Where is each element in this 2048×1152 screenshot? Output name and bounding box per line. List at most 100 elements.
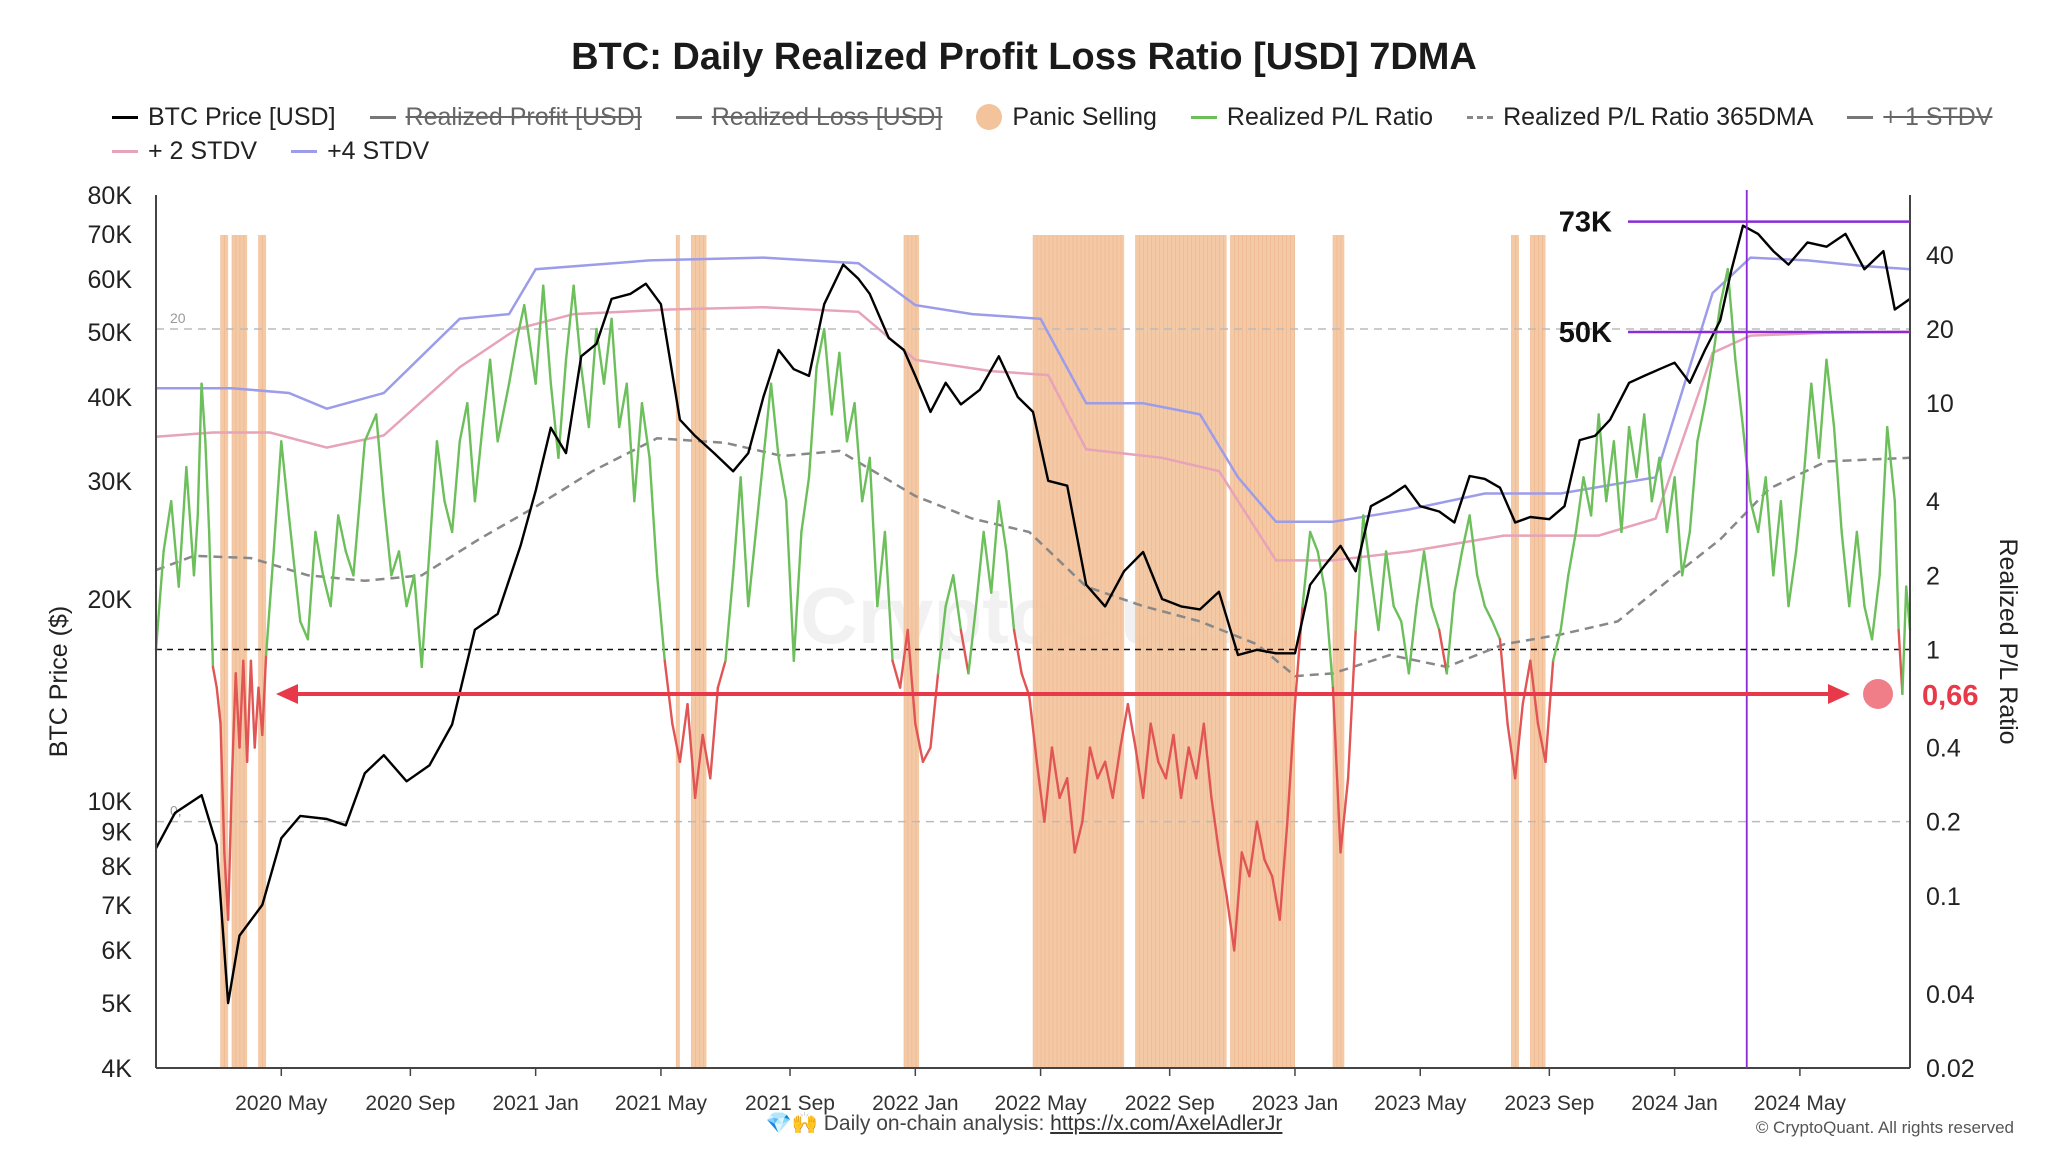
ratio-segment <box>374 413 385 503</box>
ratio-segment <box>428 440 439 553</box>
ratio-segment <box>1605 440 1616 503</box>
footer-emoji: 💎🙌 <box>765 1112 818 1135</box>
legend-swatch <box>1847 115 1874 119</box>
ratio-segment <box>1787 550 1798 608</box>
x-tick-label: 2022 Sep <box>1125 1092 1215 1115</box>
realized-pl-ratio-line <box>154 267 1912 952</box>
ratio-segment <box>906 628 917 725</box>
ratio-segment <box>299 620 310 641</box>
left-tick-label: 70K <box>88 221 133 249</box>
ratio-segment <box>1096 760 1107 780</box>
legend-item[interactable]: Realized P/L Ratio 365DMA <box>1467 103 1813 132</box>
left-tick-label: 40K <box>88 384 133 412</box>
ratio-segment <box>1574 476 1585 534</box>
legend-item[interactable]: Realized Profit [USD] <box>369 102 642 132</box>
legend-swatch <box>675 115 702 119</box>
ratio-segment <box>1445 591 1456 675</box>
ratio-segment <box>1088 746 1099 780</box>
ratio-segment <box>412 574 423 669</box>
ratio-segment <box>1794 476 1805 553</box>
ratio-segment <box>671 722 682 764</box>
ratio-segment <box>640 401 651 460</box>
ratio-segment <box>1012 628 1023 675</box>
ratio-segment <box>693 733 704 800</box>
ratio-segment <box>162 499 173 553</box>
ratio-segment <box>211 665 218 689</box>
ratio-segment <box>952 574 963 632</box>
ratio-segment <box>204 440 211 534</box>
ratio-segment <box>192 514 199 577</box>
ratio-segment <box>1149 722 1160 764</box>
ratio-segment <box>1164 733 1175 780</box>
ratio-segment <box>249 659 256 749</box>
footer-link[interactable]: https://x.com/AxelAdlerJr <box>1050 1112 1283 1135</box>
right-axis-title: Realized P/L Ratio <box>1994 538 2022 744</box>
ratio-segment <box>602 317 613 385</box>
ratio-segment <box>792 530 803 662</box>
annotation-current-dot <box>1863 678 1893 709</box>
ratio-segment <box>731 476 742 577</box>
panic-selling-bar <box>231 235 248 1068</box>
ratio-segment <box>655 574 666 662</box>
ratio-segment <box>542 284 553 385</box>
ratio-segment <box>1567 530 1578 577</box>
reference-line-label: 0, <box>170 803 182 819</box>
legend-item[interactable]: Realized P/L Ratio <box>1190 102 1434 132</box>
ratio-365dma-line <box>155 437 1911 678</box>
legend-item[interactable]: BTC Price [USD] <box>112 103 336 132</box>
ratio-segment <box>967 604 978 675</box>
ratio-segment <box>1734 358 1745 429</box>
ratio-segment <box>515 303 526 342</box>
ratio-segment <box>1126 702 1137 749</box>
x-tick-label: 2023 May <box>1374 1092 1467 1115</box>
left-tick-label: 80K <box>88 182 133 210</box>
ratio-segment <box>876 530 887 608</box>
ratio-segment <box>914 722 925 764</box>
ratio-segment <box>1384 550 1395 608</box>
ratio-segment <box>944 574 955 608</box>
legend-item[interactable]: + 2 STDV <box>112 137 257 166</box>
ratio-segment <box>481 358 492 429</box>
legend-item[interactable]: + 1 STDV <box>1847 103 1992 132</box>
legend-swatch <box>1467 115 1494 119</box>
ratio-segment <box>1756 476 1767 534</box>
ratio-segment <box>466 401 477 503</box>
ratio-segment <box>1703 358 1714 405</box>
legend-item[interactable]: Realized Loss [USD] <box>675 103 942 132</box>
ratio-segment <box>1362 514 1373 577</box>
x-tick-label: 2021 Sep <box>745 1092 835 1115</box>
left-tick-label: 6K <box>101 937 132 965</box>
ratio-segment <box>1005 550 1016 632</box>
left-tick-label: 30K <box>88 468 133 496</box>
ratio-segment <box>1354 514 1365 632</box>
ratio-segment <box>709 686 720 780</box>
ratio-segment <box>724 574 735 662</box>
ratio-segment <box>1119 702 1130 749</box>
ratio-segment <box>701 733 712 780</box>
legend-item[interactable]: Panic Selling <box>976 103 1157 132</box>
ratio-segment <box>1582 476 1593 517</box>
ratio-segment <box>1195 722 1206 780</box>
ratio-segment <box>686 702 697 800</box>
x-tick-label: 2024 May <box>1754 1092 1847 1115</box>
legend-label: Realized Profit [USD] <box>405 102 642 131</box>
ratio-segment <box>1855 530 1866 608</box>
ratio-segment <box>458 401 469 443</box>
ratio-segment <box>1392 604 1403 623</box>
ratio-segment <box>219 722 226 854</box>
ratio-segment <box>321 574 332 608</box>
ratio-segment <box>215 686 222 725</box>
ratio-segment <box>1825 358 1836 429</box>
ratio-segment <box>200 382 207 443</box>
ratio-segment <box>678 702 689 764</box>
ratio-segment <box>1840 530 1851 608</box>
reference-line-label: 20 <box>170 310 186 326</box>
ratio-segment <box>633 401 644 503</box>
legend-label: Realized P/L Ratio <box>1226 102 1434 131</box>
ratio-segment <box>314 530 325 577</box>
ratio-segment <box>1749 499 1760 534</box>
legend-item[interactable]: +4 STDV <box>291 137 429 166</box>
x-tick-label: 2022 Jan <box>872 1092 958 1115</box>
ratio-segment <box>1536 722 1547 764</box>
ratio-segment <box>280 440 291 517</box>
